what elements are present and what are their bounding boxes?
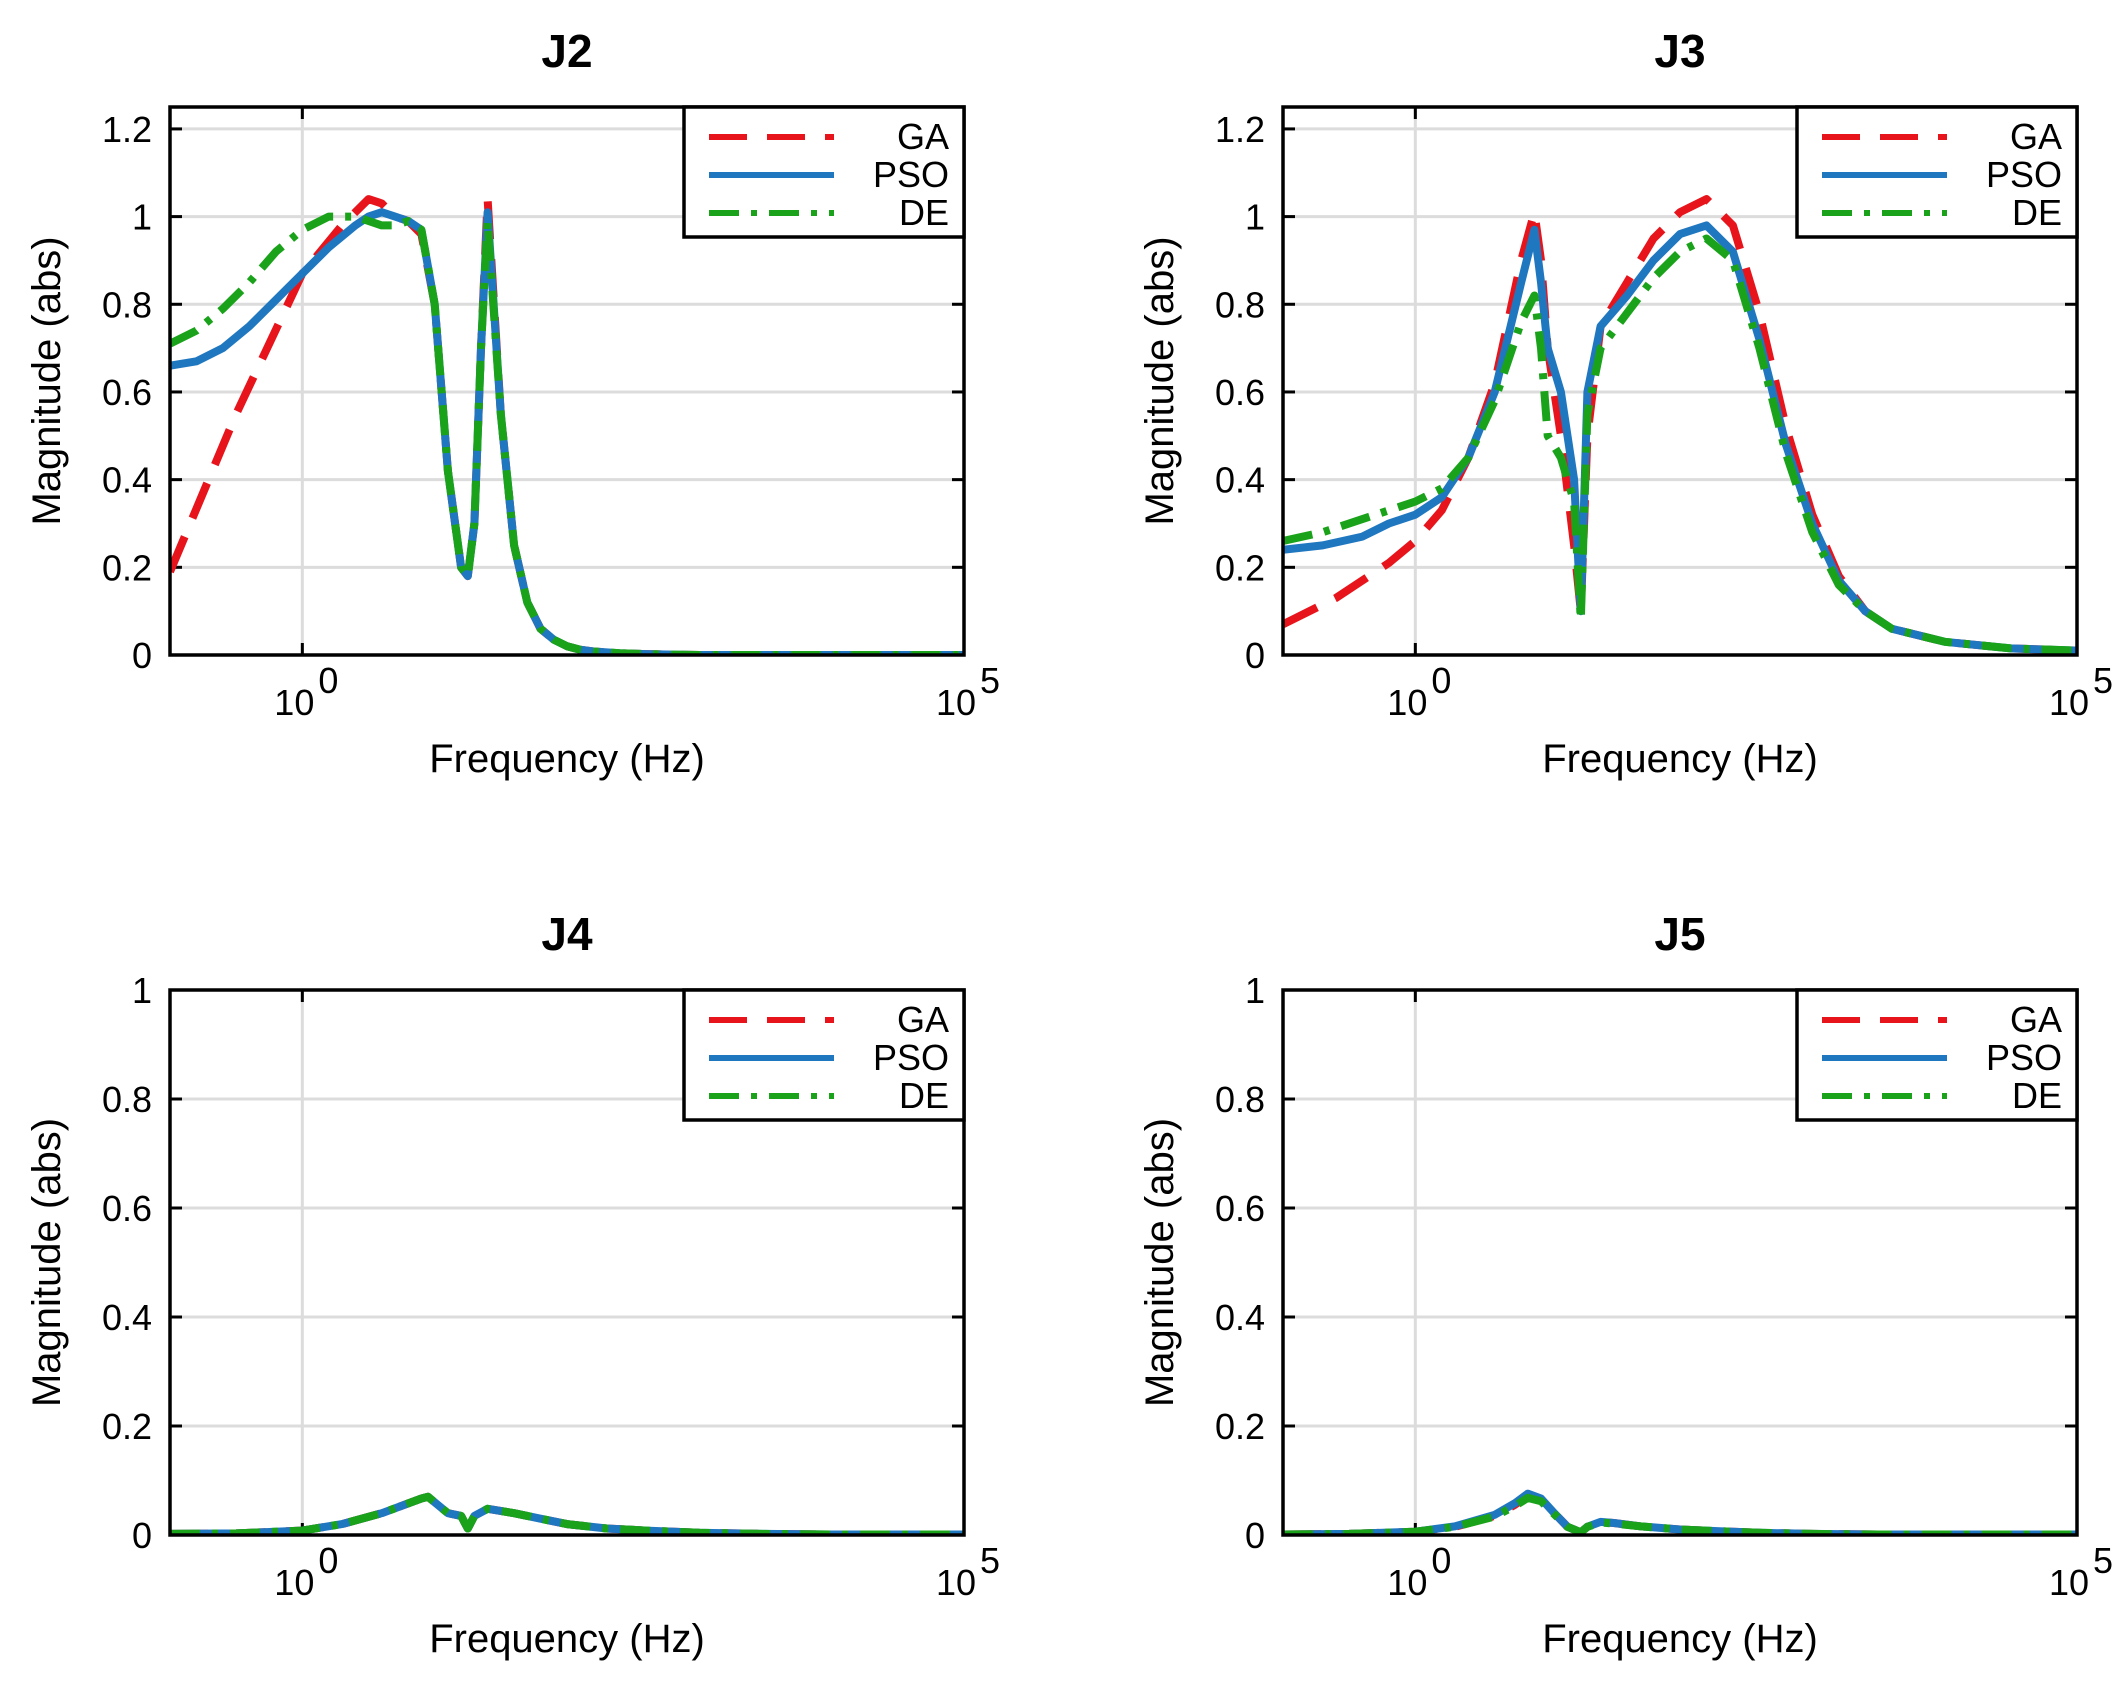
y-tick-label: 0.2: [102, 1406, 152, 1447]
x-tick-label: 10: [274, 682, 314, 723]
y-tick-label: 0.6: [102, 1188, 152, 1229]
legend-label: GA: [2010, 999, 2062, 1040]
y-tick-label: 1: [1245, 197, 1265, 238]
plot-title: J3: [1654, 25, 1705, 77]
x-tick-label: 10: [1387, 682, 1427, 723]
x-tick-exponent: 5: [2093, 660, 2113, 701]
y-axis-label: Magnitude (abs): [25, 236, 69, 525]
y-tick-label: 1.2: [102, 109, 152, 150]
y-tick-label: 0.2: [102, 547, 152, 588]
legend-label: DE: [899, 192, 949, 233]
legend-label: PSO: [873, 154, 949, 195]
y-tick-label: 1: [132, 970, 152, 1011]
x-tick-label: 10: [1387, 1562, 1427, 1603]
plot-title: J5: [1654, 908, 1705, 960]
y-tick-label: 0.8: [102, 1079, 152, 1120]
y-tick-label: 1: [132, 197, 152, 238]
y-tick-label: 0.8: [102, 284, 152, 325]
legend-label: PSO: [1986, 1037, 2062, 1078]
y-tick-label: 0.8: [1215, 1079, 1265, 1120]
y-tick-label: 0.4: [102, 460, 152, 501]
y-tick-label: 0: [1245, 635, 1265, 676]
x-tick-label: 10: [936, 1562, 976, 1603]
axes-box: [168, 988, 966, 1537]
y-axis-label: Magnitude (abs): [1138, 1118, 1182, 1407]
y-tick-label: 0.8: [1215, 284, 1265, 325]
x-tick-label: 10: [936, 682, 976, 723]
y-tick-label: 0.6: [1215, 1188, 1265, 1229]
x-tick-exponent: 0: [318, 1540, 338, 1581]
legend-label: DE: [899, 1075, 949, 1116]
legend-label: PSO: [873, 1037, 949, 1078]
legend-label: GA: [897, 999, 949, 1040]
x-axis-label: Frequency (Hz): [1542, 1617, 1818, 1661]
y-axis-label: Magnitude (abs): [1138, 236, 1182, 525]
y-tick-label: 1: [1245, 970, 1265, 1011]
x-tick-label: 10: [2049, 1562, 2089, 1603]
y-tick-label: 0: [132, 1515, 152, 1556]
y-tick-label: 0: [1245, 1515, 1265, 1556]
y-tick-label: 0.6: [102, 372, 152, 413]
y-tick-label: 0: [132, 635, 152, 676]
x-tick-exponent: 5: [980, 660, 1000, 701]
y-tick-label: 0.4: [102, 1297, 152, 1338]
plot-title: J4: [541, 908, 593, 960]
series-line-de: [1283, 234, 2077, 655]
legend-label: DE: [2012, 1075, 2062, 1116]
y-tick-label: 1.2: [1215, 109, 1265, 150]
x-axis-label: Frequency (Hz): [1542, 737, 1818, 781]
y-tick-label: 0.4: [1215, 1297, 1265, 1338]
x-tick-exponent: 5: [980, 1540, 1000, 1581]
legend-label: GA: [897, 116, 949, 157]
x-tick-exponent: 0: [318, 660, 338, 701]
legend-label: DE: [2012, 192, 2062, 233]
x-tick-exponent: 0: [1431, 1540, 1451, 1581]
axes-box: [1281, 988, 2079, 1537]
legend-label: PSO: [1986, 154, 2062, 195]
x-tick-exponent: 5: [2093, 1540, 2113, 1581]
x-tick-label: 10: [2049, 682, 2089, 723]
series-line-de: [170, 1492, 964, 1535]
x-tick-label: 10: [274, 1562, 314, 1603]
y-axis-label: Magnitude (abs): [25, 1118, 69, 1407]
y-tick-label: 0.4: [1215, 460, 1265, 501]
y-tick-label: 0.6: [1215, 372, 1265, 413]
axes-box: [1281, 105, 2079, 657]
x-axis-label: Frequency (Hz): [429, 737, 705, 781]
legend-label: GA: [2010, 116, 2062, 157]
x-axis-label: Frequency (Hz): [429, 1617, 705, 1661]
y-tick-label: 0.2: [1215, 547, 1265, 588]
y-tick-label: 0.2: [1215, 1406, 1265, 1447]
plot-title: J2: [541, 25, 592, 77]
x-tick-exponent: 0: [1431, 660, 1451, 701]
axes-box: [168, 105, 966, 657]
